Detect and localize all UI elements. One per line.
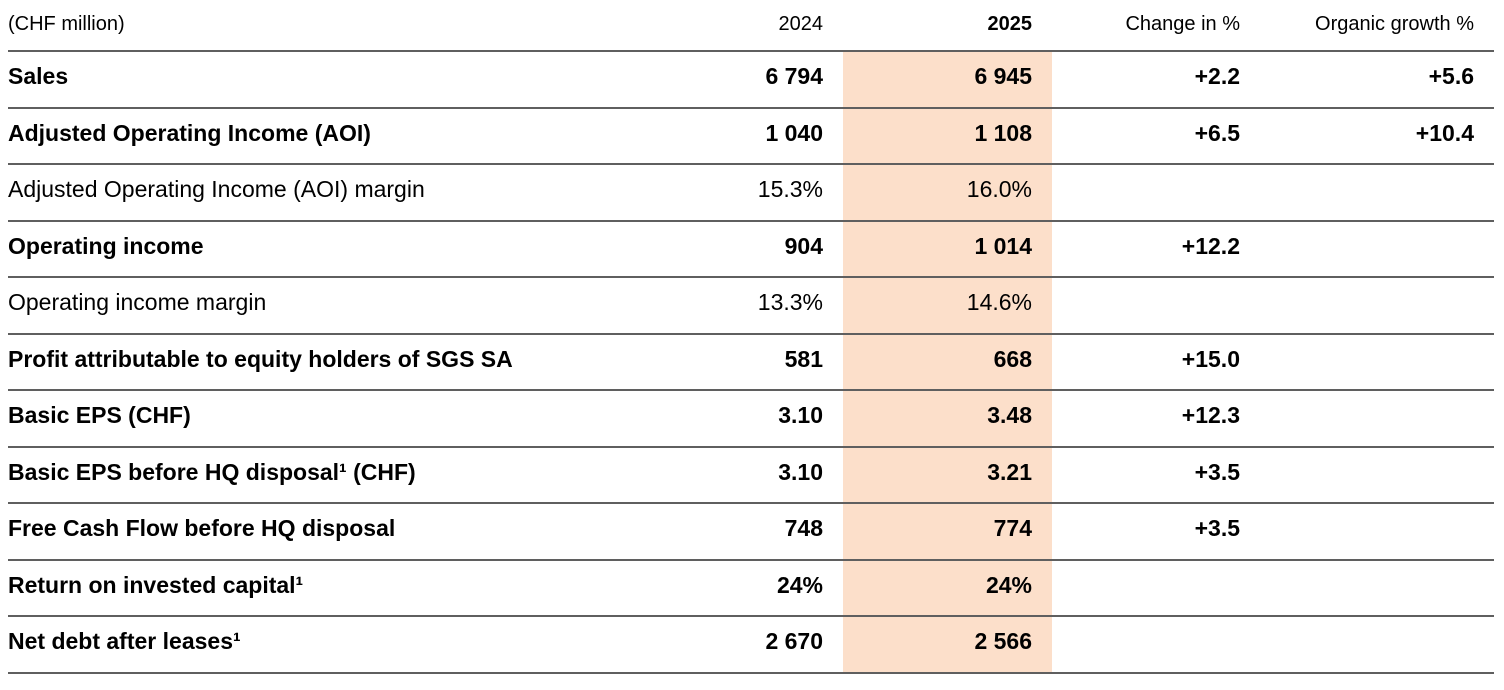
value-2024: 904 <box>784 232 823 259</box>
value-2024: 1 040 <box>765 119 823 146</box>
row-label: Net debt after leases¹ <box>8 628 241 654</box>
value-2025: 6 945 <box>843 52 1052 107</box>
row-label: Operating income margin <box>8 289 267 315</box>
value-change-percent: +3.5 <box>1194 458 1240 485</box>
value-change-percent <box>1052 278 1260 333</box>
row-label: Profit attributable to equity holders of… <box>8 345 513 372</box>
value-2024: 24% <box>776 571 823 598</box>
value-change-percent: +3.5 <box>1194 515 1240 541</box>
row-label: Basic EPS before HQ disposal¹ (CHF) <box>8 458 416 485</box>
value-organic-growth-percent: +10.4 <box>1415 119 1474 146</box>
value-2025: 3.48 <box>843 391 1052 446</box>
value-2025: 16.0% <box>843 165 1052 220</box>
value-2025: 668 <box>843 334 1052 389</box>
value-organic-growth-percent <box>1260 391 1494 446</box>
table-row: Basic EPS (CHF) 3.10 3.48 +12.3 <box>8 391 1494 448</box>
value-2025: 3.21 <box>843 447 1052 502</box>
table-row: Free Cash Flow before HQ disposal 748 774 +… <box>8 504 1494 561</box>
value-organic-growth-percent <box>1260 222 1494 277</box>
row-label: Free Cash Flow before HQ disposal <box>8 515 396 541</box>
value-2025: 1 108 <box>843 108 1052 163</box>
value-organic-growth-percent <box>1260 335 1494 390</box>
unit-label: (CHF million) <box>8 13 125 35</box>
value-2024: 15.3% <box>757 176 823 202</box>
value-change-percent <box>1052 617 1260 672</box>
value-change-percent: +12.3 <box>1181 402 1240 428</box>
value-2024: 3.10 <box>778 402 823 428</box>
value-2024: 581 <box>784 345 823 372</box>
row-label: Basic EPS (CHF) <box>8 402 191 428</box>
table-row: Net debt after leases¹ 2 670 2 566 <box>8 617 1494 674</box>
financial-results-table: (CHF million) 2024 2025 Change in % Orga… <box>8 0 1494 674</box>
table-row: Adjusted Operating Income (AOI) 1 040 1 10… <box>8 108 1494 165</box>
value-organic-growth-percent <box>1260 448 1494 503</box>
value-organic-growth-percent <box>1260 617 1494 672</box>
table-header-row: (CHF million) 2024 2025 Change in % Orga… <box>8 0 1494 52</box>
value-2025: 1 014 <box>843 221 1052 276</box>
value-change-percent <box>1052 561 1260 616</box>
value-2024: 6 794 <box>765 63 823 89</box>
column-header-2025: 2025 <box>987 13 1033 35</box>
table-row: Sales 6 794 6 945 +2.2 +5.6 <box>8 52 1494 109</box>
value-2024: 13.3% <box>757 289 823 315</box>
value-organic-growth-percent <box>1260 504 1494 559</box>
value-2024: 2 670 <box>765 628 823 654</box>
column-header-2024: 2024 <box>778 13 824 35</box>
row-label: Adjusted Operating Income (AOI) margin <box>8 176 425 202</box>
row-label: Sales <box>8 63 69 89</box>
table-row: Operating income margin 13.3% 14.6% <box>8 278 1494 335</box>
value-organic-growth-percent: +5.6 <box>1428 63 1474 89</box>
row-label: Adjusted Operating Income (AOI) <box>8 119 371 146</box>
value-organic-growth-percent <box>1260 165 1494 220</box>
value-2025: 14.6% <box>843 278 1052 333</box>
value-change-percent: +2.2 <box>1194 63 1240 89</box>
value-2025: 24% <box>843 560 1052 615</box>
value-change-percent: +15.0 <box>1181 345 1240 372</box>
table-row: Adjusted Operating Income (AOI) margin 15… <box>8 165 1494 222</box>
table-row: Basic EPS before HQ disposal¹ (CHF) 3.10 3… <box>8 447 1494 504</box>
row-label: Operating income <box>8 232 204 259</box>
value-change-percent <box>1052 165 1260 220</box>
row-label: Return on invested capital¹ <box>8 571 304 598</box>
value-organic-growth-percent <box>1260 278 1494 333</box>
value-2025: 774 <box>843 504 1052 559</box>
value-2024: 748 <box>784 515 823 541</box>
table-row: Operating income 904 1 014 +12.2 <box>8 221 1494 278</box>
table-row: Profit attributable to equity holders of… <box>8 334 1494 391</box>
value-organic-growth-percent <box>1260 561 1494 616</box>
value-change-percent: +6.5 <box>1194 119 1240 146</box>
value-2024: 3.10 <box>778 458 823 485</box>
table-body: Sales 6 794 6 945 +2.2 +5.6 Adjusted Operatin… <box>8 52 1494 674</box>
value-2025: 2 566 <box>843 617 1052 672</box>
table-row: Return on invested capital¹ 24% 24% <box>8 560 1494 617</box>
column-header-organic-growth-percent: Organic growth % <box>1315 13 1474 35</box>
column-header-change-in-percent: Change in % <box>1125 13 1240 35</box>
value-change-percent: +12.2 <box>1181 232 1240 259</box>
